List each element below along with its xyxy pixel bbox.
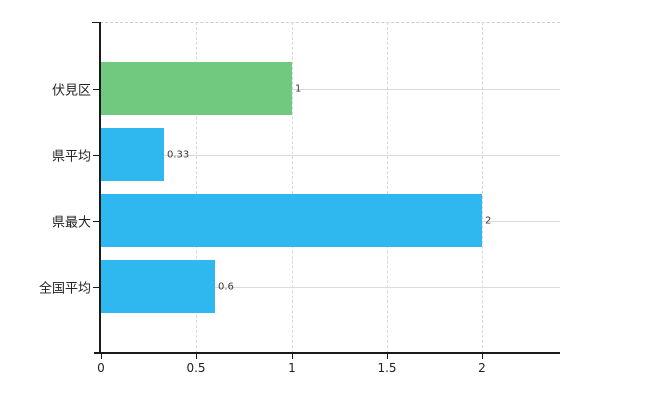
- category-label-0: 伏見区: [51, 83, 91, 99]
- x-axis-tick-4: [482, 353, 483, 359]
- chart-bar-0: [101, 62, 292, 115]
- category-label-3: 全国平均: [38, 281, 91, 297]
- y-axis-tick-1: [93, 155, 100, 156]
- category-label-1: 県平均: [51, 149, 91, 165]
- chart-bar-2: [101, 194, 482, 247]
- x-tick-label-1: 0.5: [186, 361, 206, 375]
- bar-value-label-3: 0.6: [218, 281, 234, 293]
- x-tick-label-4: 2: [478, 361, 486, 375]
- grid-top-border: [100, 22, 560, 23]
- y-axis-tick-2: [93, 221, 100, 222]
- gridline-horizontal-3: [100, 287, 560, 288]
- y-axis-tick-3: [93, 287, 100, 288]
- x-axis-tick-0: [101, 353, 102, 359]
- x-axis: [94, 352, 560, 354]
- y-axis-top-tick: [92, 22, 100, 23]
- gridline-vertical-1.5: [387, 22, 388, 353]
- bar-value-label-0: 1: [295, 83, 302, 95]
- gridline-vertical-2: [482, 22, 483, 353]
- y-axis: [99, 22, 101, 354]
- x-axis-tick-3: [387, 353, 388, 359]
- gridline-vertical-1: [292, 22, 293, 353]
- y-axis-tick-0: [93, 89, 100, 90]
- bar-value-label-2: 2: [485, 215, 492, 227]
- gridline-horizontal-1: [100, 155, 560, 156]
- category-label-2: 県最大: [51, 215, 91, 231]
- chart-bar-3: [101, 260, 215, 313]
- x-tick-label-3: 1.5: [377, 361, 397, 375]
- chart-bar-1: [101, 128, 164, 181]
- gridline-vertical-0.5: [196, 22, 197, 353]
- x-tick-label-2: 1: [288, 361, 296, 375]
- x-axis-tick-2: [292, 353, 293, 359]
- x-axis-tick-1: [196, 353, 197, 359]
- x-tick-label-0: 0: [97, 361, 105, 375]
- bar-value-label-1: 0.33: [167, 149, 190, 161]
- gridline-horizontal-0: [100, 89, 560, 90]
